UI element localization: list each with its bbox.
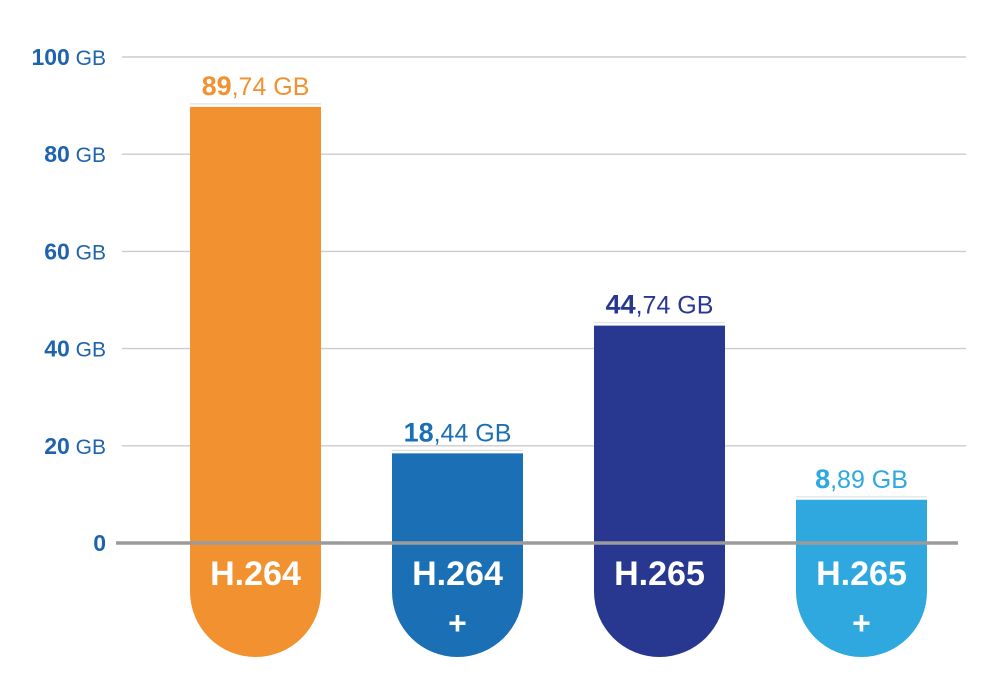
value-label-decimal: ,89 GB (830, 466, 908, 494)
value-label-decimal: ,44 GB (434, 419, 512, 447)
bar (594, 325, 725, 657)
y-tick-unit: GB (70, 241, 106, 264)
y-tick-label: 100 GB (31, 44, 106, 70)
y-tick-label: 40 GB (44, 336, 106, 362)
category-labels: H.264 H.264 + H.265 H.265 + (210, 555, 907, 641)
value-label-decimal: ,74 GB (232, 73, 310, 101)
y-tick-unit: GB (70, 436, 106, 459)
value-label: 89,74 GB (202, 71, 310, 101)
y-tick-number: 0 (93, 530, 106, 556)
y-tick-unit: GB (70, 47, 106, 70)
y-tick-unit: GB (70, 339, 106, 362)
value-label-decimal: ,74 GB (636, 292, 714, 320)
y-tick-label: 0 (93, 530, 106, 556)
category-plus-label: + (448, 605, 467, 641)
category-label: H.264 (210, 555, 301, 593)
value-label: 8,89 GB (815, 464, 908, 494)
value-label-integer: 44 (606, 290, 636, 320)
value-label-integer: 8 (815, 464, 830, 494)
bars (190, 106, 927, 658)
value-label: 44,74 GB (606, 290, 714, 320)
bar (796, 499, 927, 657)
value-label-integer: 89 (202, 71, 232, 101)
y-tick-number: 20 (44, 433, 70, 459)
y-tick-label: 60 GB (44, 238, 106, 264)
value-label: 18,44 GB (404, 417, 512, 447)
y-tick-number: 80 (44, 141, 70, 167)
category-plus-label: + (852, 605, 871, 641)
bar (392, 453, 523, 657)
bar (190, 106, 321, 658)
y-tick-label: 20 GB (44, 433, 106, 459)
y-tick-number: 40 (44, 336, 70, 362)
y-tick-label: 80 GB (44, 141, 106, 167)
category-label: H.265 (816, 555, 907, 593)
y-tick-number: 100 (31, 44, 69, 70)
y-tick-number: 60 (44, 238, 70, 264)
category-label: H.265 (614, 555, 705, 593)
y-tick-unit: GB (70, 144, 106, 167)
category-label: H.264 (412, 555, 503, 593)
value-label-integer: 18 (404, 417, 434, 447)
